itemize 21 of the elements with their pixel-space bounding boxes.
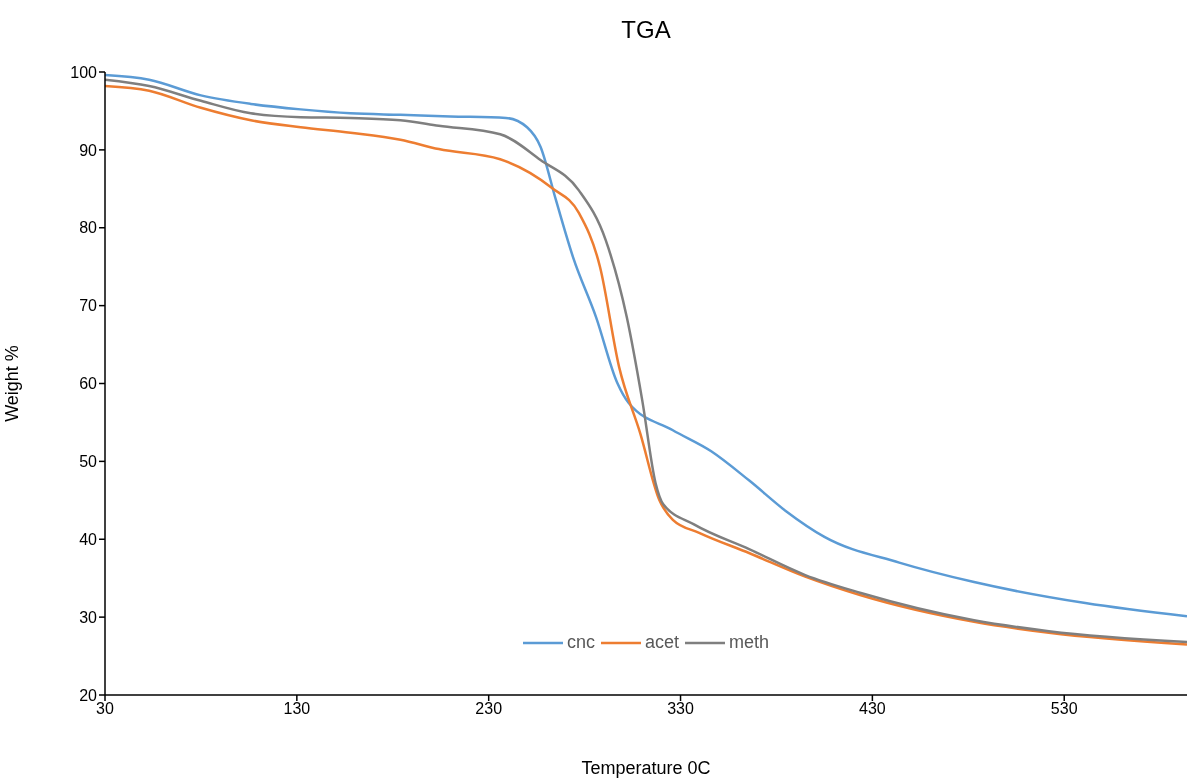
y-tick-label: 90 bbox=[79, 141, 98, 159]
x-tick-label: 530 bbox=[1050, 700, 1078, 718]
y-tick-label: 100 bbox=[70, 63, 98, 81]
chart-title: TGA bbox=[620, 16, 672, 44]
x-tick-label: 230 bbox=[475, 700, 503, 718]
legend-label: acet bbox=[644, 632, 679, 653]
x-tick-label: 30 bbox=[96, 700, 114, 718]
y-axis-title: Weight % bbox=[2, 345, 23, 422]
x-tick-label: 130 bbox=[283, 700, 311, 718]
y-tick-label: 80 bbox=[79, 219, 98, 237]
y-tick-label: 60 bbox=[79, 375, 98, 393]
x-tick-label: 430 bbox=[859, 700, 886, 718]
y-tick-label: 70 bbox=[79, 297, 98, 315]
x-tick-label: 330 bbox=[667, 700, 694, 718]
y-tick-label: 20 bbox=[79, 686, 98, 704]
y-tick-label: 50 bbox=[79, 453, 98, 471]
x-axis-title: Temperature 0C bbox=[581, 758, 711, 778]
y-tick-label: 40 bbox=[79, 530, 98, 548]
y-tick-label: 30 bbox=[79, 608, 98, 626]
legend-label: cnc bbox=[566, 632, 595, 653]
legend-label: meth bbox=[729, 632, 770, 653]
